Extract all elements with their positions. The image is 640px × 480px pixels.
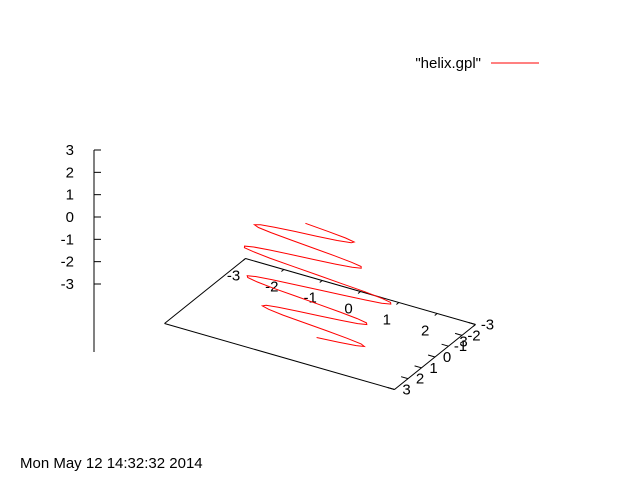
x-tick-label: 3 bbox=[459, 334, 467, 351]
y-tick-mark bbox=[414, 365, 422, 369]
x-tick-label: -3 bbox=[227, 268, 240, 285]
y-tick-mark bbox=[468, 322, 476, 325]
legend-label: "helix.gpl" bbox=[415, 55, 481, 72]
x-tick-label: -1 bbox=[303, 290, 316, 307]
z-tick-label: 2 bbox=[66, 164, 74, 181]
y-tick-label: 2 bbox=[416, 371, 424, 388]
x-tick-label: 2 bbox=[421, 323, 429, 340]
tick-marks bbox=[94, 149, 476, 390]
y-tick-label: 3 bbox=[402, 381, 410, 398]
z-tick-label: 3 bbox=[66, 142, 74, 159]
x-tick-label: 1 bbox=[383, 312, 391, 329]
timestamp: Mon May 12 14:32:32 2014 bbox=[20, 455, 203, 472]
y-tick-mark bbox=[441, 343, 449, 347]
helix-series-line bbox=[243, 222, 392, 348]
z-tick-label: -2 bbox=[61, 254, 74, 271]
floor-back-edge bbox=[164, 323, 395, 390]
x-tick-label: -2 bbox=[265, 279, 278, 296]
axes-layer bbox=[93, 150, 476, 390]
z-tick-label: 1 bbox=[66, 187, 74, 204]
x-tick-label: 0 bbox=[344, 301, 352, 318]
y-tick-mark bbox=[400, 376, 409, 380]
x-tick-mark bbox=[396, 302, 400, 305]
y-tick-label: 0 bbox=[443, 349, 451, 366]
x-tick-mark bbox=[242, 258, 246, 261]
x-tick-mark bbox=[281, 269, 285, 272]
x-tick-mark bbox=[434, 313, 438, 316]
legend: "helix.gpl" bbox=[415, 55, 539, 72]
z-tick-label: 0 bbox=[66, 209, 74, 226]
z-tick-label: -1 bbox=[61, 231, 74, 248]
y-tick-label: -2 bbox=[467, 327, 480, 344]
y-tick-mark bbox=[427, 354, 436, 358]
y-tick-label: -1 bbox=[454, 338, 467, 355]
z-tick-label: -3 bbox=[61, 276, 74, 293]
y-tick-mark bbox=[387, 387, 395, 390]
x-tick-mark bbox=[319, 280, 323, 283]
floor-left-edge bbox=[164, 258, 246, 324]
y-tick-label: 1 bbox=[429, 360, 437, 377]
y-tick-mark bbox=[454, 332, 463, 336]
series-layer bbox=[243, 222, 392, 348]
x-tick-mark bbox=[357, 291, 361, 294]
y-tick-label: -3 bbox=[481, 317, 494, 334]
